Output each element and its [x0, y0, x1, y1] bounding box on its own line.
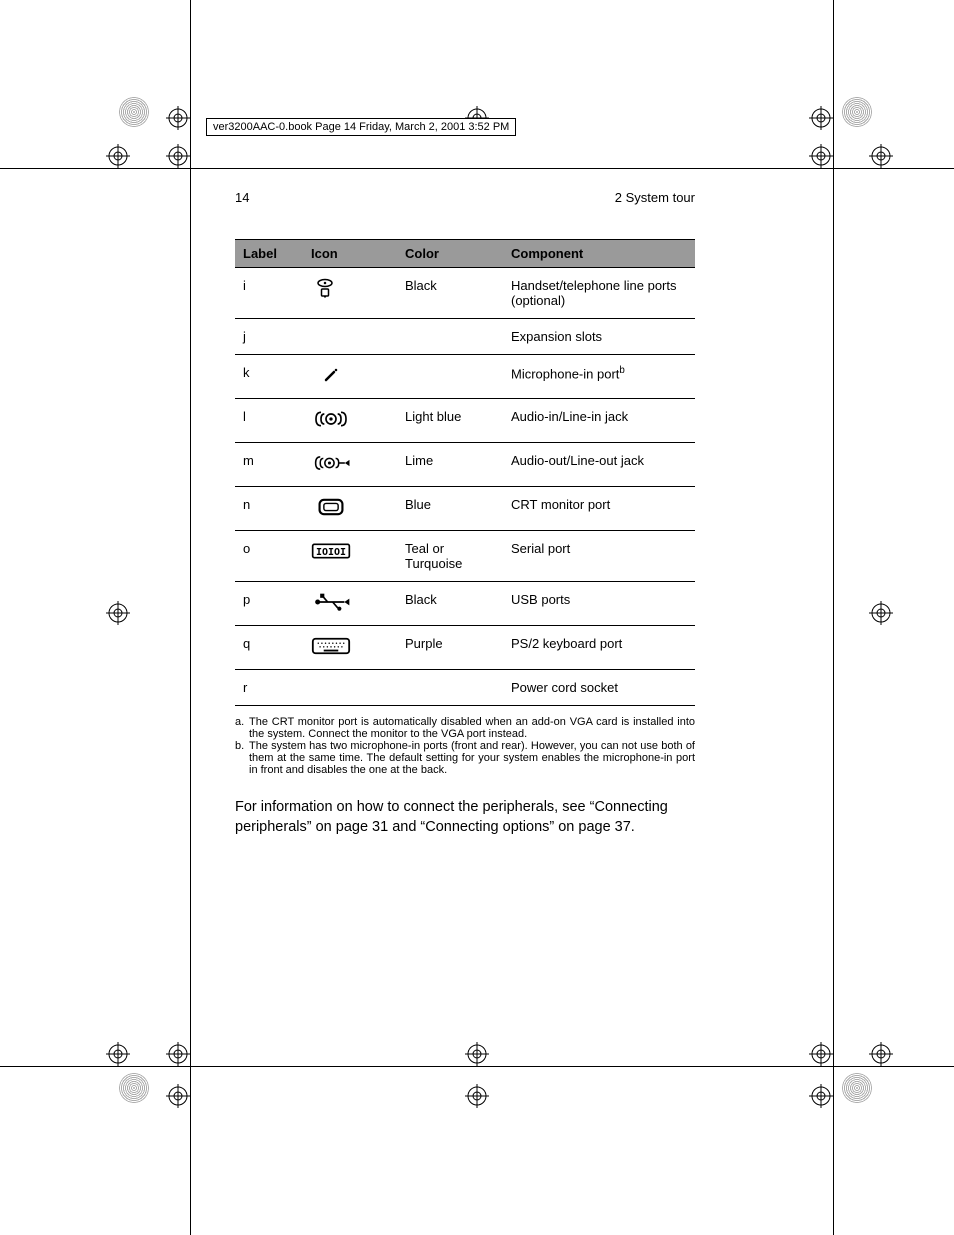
table-row: j Expansion slots — [235, 319, 695, 355]
texture-dot-icon — [842, 97, 872, 127]
registration-mark-icon — [465, 1042, 489, 1066]
cell-icon — [303, 582, 397, 626]
footnotes: a. The CRT monitor port is automatically… — [235, 716, 695, 776]
th-label: Label — [235, 240, 303, 268]
serial-port-icon — [311, 541, 351, 561]
running-head: 14 2 System tour — [235, 190, 695, 205]
registration-mark-icon — [869, 1042, 893, 1066]
cell-label: k — [235, 355, 303, 399]
cell-component: Expansion slots — [503, 319, 695, 355]
th-color: Color — [397, 240, 503, 268]
cell-icon — [303, 626, 397, 670]
texture-dot-icon — [119, 1073, 149, 1103]
crop-vline — [833, 0, 834, 1235]
cell-component: PS/2 keyboard port — [503, 626, 695, 670]
registration-mark-icon — [106, 144, 130, 168]
component-table: Label Icon Color Component iBlackHandset… — [235, 239, 695, 706]
cell-icon — [303, 487, 397, 531]
cell-icon — [303, 670, 397, 706]
cell-component: Microphone-in portb — [503, 355, 695, 399]
section-title: 2 System tour — [615, 190, 695, 205]
th-icon: Icon — [303, 240, 397, 268]
cell-color — [397, 670, 503, 706]
cell-label: q — [235, 626, 303, 670]
registration-mark-icon — [809, 144, 833, 168]
registration-mark-icon — [166, 1042, 190, 1066]
cell-color — [397, 319, 503, 355]
cell-label: j — [235, 319, 303, 355]
cell-color: Teal or Turquoise — [397, 531, 503, 582]
cell-label: n — [235, 487, 303, 531]
cell-icon — [303, 531, 397, 582]
crop-vline — [190, 0, 191, 1235]
table-row: m LimeAudio-out/Line-out jack — [235, 443, 695, 487]
keyboard-icon — [311, 636, 351, 656]
cell-icon — [303, 268, 397, 319]
cell-icon — [303, 319, 397, 355]
crop-hline — [0, 168, 954, 169]
cell-color: Black — [397, 268, 503, 319]
registration-mark-icon — [809, 106, 833, 130]
texture-dot-icon — [119, 97, 149, 127]
cell-label: p — [235, 582, 303, 626]
registration-mark-icon — [166, 144, 190, 168]
microphone-icon — [311, 365, 351, 385]
cell-label: i — [235, 268, 303, 319]
page-number: 14 — [235, 190, 249, 205]
table-row: o Teal or TurquoiseSerial port — [235, 531, 695, 582]
cell-color: Lime — [397, 443, 503, 487]
cell-component: Handset/telephone line ports (optional) — [503, 268, 695, 319]
cell-component: USB ports — [503, 582, 695, 626]
registration-mark-icon — [869, 144, 893, 168]
table-row: r Power cord socket — [235, 670, 695, 706]
cell-component: Serial port — [503, 531, 695, 582]
registration-mark-icon — [106, 1042, 130, 1066]
body-paragraph: For information on how to connect the pe… — [235, 798, 695, 837]
table-row: l Light blueAudio-in/Line-in jack — [235, 399, 695, 443]
cell-component: CRT monitor port — [503, 487, 695, 531]
cell-icon — [303, 399, 397, 443]
usb-icon — [311, 592, 351, 612]
cell-label: m — [235, 443, 303, 487]
registration-mark-icon — [166, 106, 190, 130]
cell-icon — [303, 443, 397, 487]
audio-out-icon — [311, 453, 351, 473]
page-content: 14 2 System tour Label Icon Color Compon… — [235, 190, 695, 837]
table-row: p BlackUSB ports — [235, 582, 695, 626]
handset-phone-icon — [311, 278, 339, 298]
registration-mark-icon — [106, 601, 130, 625]
table-row: n BlueCRT monitor port — [235, 487, 695, 531]
cell-color: Purple — [397, 626, 503, 670]
table-row: q PurplePS/2 keyboard port — [235, 626, 695, 670]
cell-color — [397, 355, 503, 399]
cell-component: Audio-out/Line-out jack — [503, 443, 695, 487]
footnote-a: The CRT monitor port is automatically di… — [249, 716, 695, 740]
cell-color: Blue — [397, 487, 503, 531]
cell-label: r — [235, 670, 303, 706]
texture-dot-icon — [842, 1073, 872, 1103]
registration-mark-icon — [166, 1084, 190, 1108]
th-component: Component — [503, 240, 695, 268]
cell-label: l — [235, 399, 303, 443]
table-row: i BlackHandset/telephone line ports (opti… — [235, 268, 695, 319]
cell-color: Black — [397, 582, 503, 626]
crop-hline — [0, 1066, 954, 1067]
cell-label: o — [235, 531, 303, 582]
footnote-key-a: a. — [235, 716, 249, 740]
cell-icon — [303, 355, 397, 399]
cell-component: Power cord socket — [503, 670, 695, 706]
footnote-b: The system has two microphone-in ports (… — [249, 740, 695, 776]
file-tag: ver3200AAC-0.book Page 14 Friday, March … — [206, 118, 516, 136]
registration-mark-icon — [465, 1084, 489, 1108]
audio-in-icon — [311, 409, 351, 429]
registration-mark-icon — [809, 1042, 833, 1066]
registration-mark-icon — [869, 601, 893, 625]
cell-color: Light blue — [397, 399, 503, 443]
registration-mark-icon — [809, 1084, 833, 1108]
monitor-icon — [311, 497, 351, 517]
table-row: k Microphone-in portb — [235, 355, 695, 399]
footnote-key-b: b. — [235, 740, 249, 776]
cell-component: Audio-in/Line-in jack — [503, 399, 695, 443]
